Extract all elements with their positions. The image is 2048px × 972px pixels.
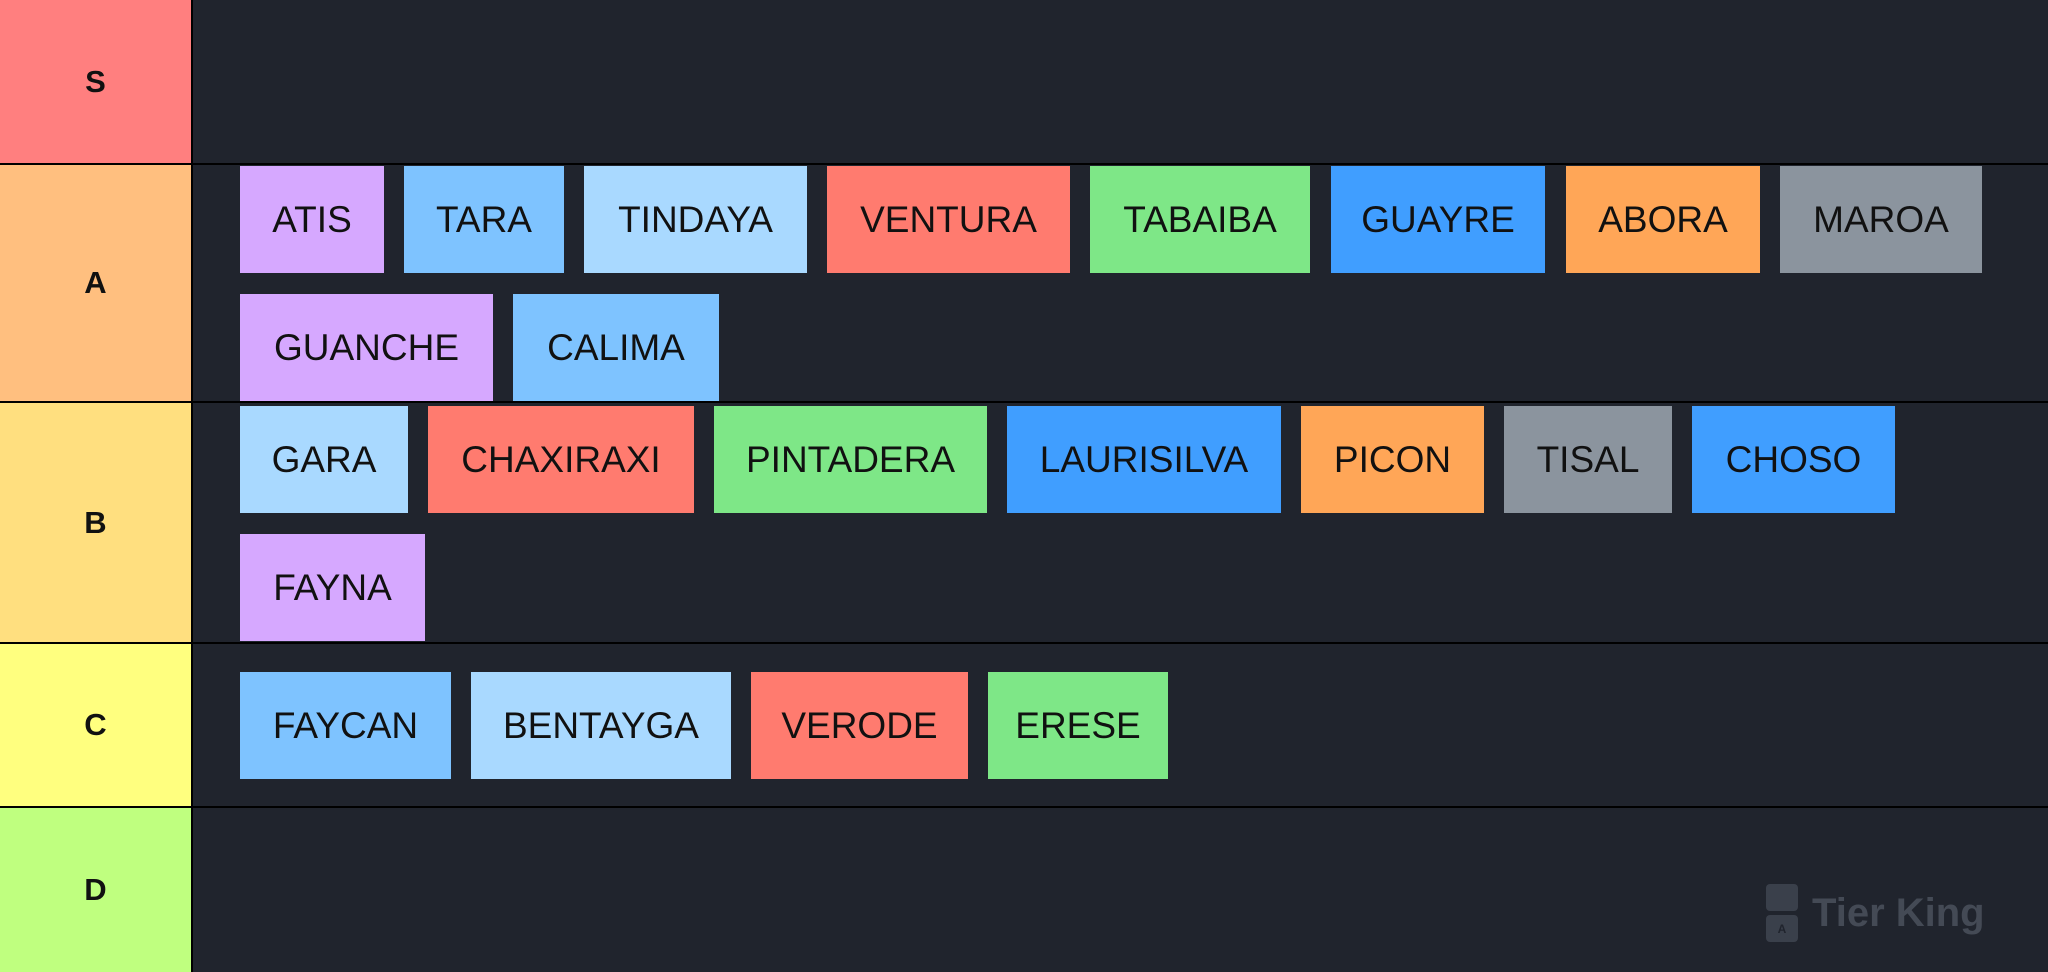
tier-item[interactable]: GARA (240, 406, 408, 513)
tier-item[interactable]: BENTAYGA (471, 672, 731, 779)
tier-item[interactable]: ERESE (988, 672, 1168, 779)
tier-label[interactable]: A (0, 165, 191, 401)
tier-item[interactable]: CALIMA (513, 294, 719, 401)
watermark: A Tier King (1766, 884, 1985, 942)
tier-item[interactable]: CHAXIRAXI (428, 406, 694, 513)
tier-item[interactable]: LAURISILVA (1007, 406, 1281, 513)
tier-row-c: C FAYCAN BENTAYGA VERODE ERESE (0, 644, 2048, 806)
tier-item[interactable]: TARA (404, 166, 564, 273)
tier-item[interactable]: PICON (1301, 406, 1484, 513)
tier-dropzone[interactable] (193, 0, 2048, 163)
tier-item[interactable]: FAYCAN (240, 672, 451, 779)
tier-item[interactable]: PINTADERA (714, 406, 987, 513)
logo-letter: A (1766, 915, 1798, 942)
tier-label[interactable]: D (0, 808, 191, 972)
tier-row-b: B GARA CHAXIRAXI PINTADERA LAURISILVA PICON TI… (0, 403, 2048, 642)
watermark-text: Tier King (1812, 891, 1985, 936)
tier-king-logo-icon: A (1766, 884, 1798, 942)
tier-label[interactable]: B (0, 403, 191, 642)
tier-label[interactable]: S (0, 0, 191, 163)
tier-item[interactable]: GUANCHE (240, 294, 493, 401)
tier-item[interactable]: VENTURA (827, 166, 1070, 273)
tier-item[interactable]: ATIS (240, 166, 384, 273)
tier-label[interactable]: C (0, 644, 191, 806)
tier-row-a: A ATIS TARA TINDAYA VENTURA TABAIBA GUAYRE ABOR… (0, 165, 2048, 401)
tier-item[interactable]: VERODE (751, 672, 968, 779)
tier-item[interactable]: FAYNA (240, 534, 425, 641)
tier-item[interactable]: ABORA (1566, 166, 1760, 273)
tier-item[interactable]: TISAL (1504, 406, 1672, 513)
tier-item[interactable]: MAROA (1780, 166, 1982, 273)
tier-item[interactable]: TINDAYA (584, 166, 807, 273)
tier-row-d: D (0, 808, 2048, 972)
tier-row-s: S (0, 0, 2048, 163)
tier-item[interactable]: GUAYRE (1331, 166, 1545, 273)
tier-item[interactable]: TABAIBA (1090, 166, 1310, 273)
tier-item[interactable]: CHOSO (1692, 406, 1895, 513)
